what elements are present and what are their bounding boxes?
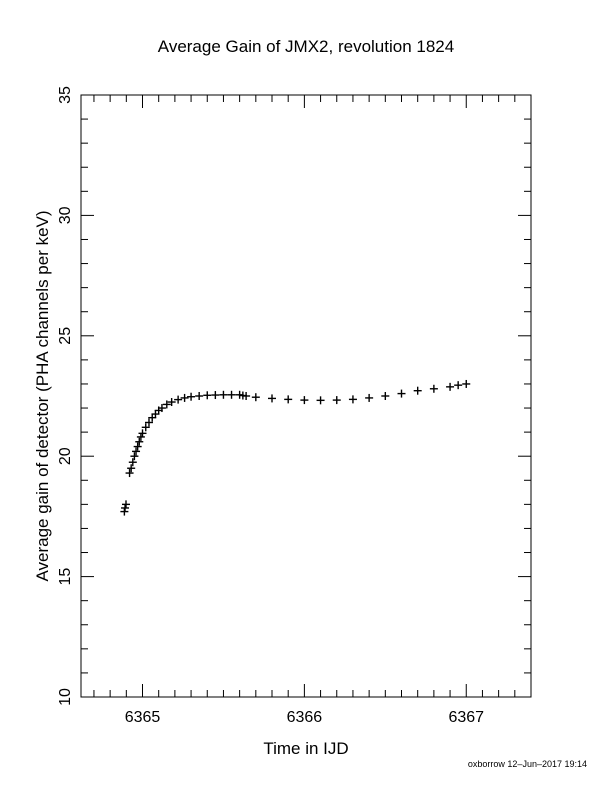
data-point xyxy=(348,395,357,404)
data-point xyxy=(122,500,130,509)
data-point xyxy=(174,395,183,404)
data-point xyxy=(127,464,136,473)
y-tick-label: 20 xyxy=(57,447,74,465)
data-point xyxy=(203,391,212,400)
data-point xyxy=(446,382,455,391)
data-point xyxy=(133,442,142,451)
data-point xyxy=(135,437,144,446)
chart-title: Average Gain of JMX2, revolution 1824 xyxy=(158,37,454,56)
y-tick-label: 25 xyxy=(57,327,74,345)
x-tick-label: 6365 xyxy=(125,709,161,726)
data-point xyxy=(180,393,189,402)
x-tick-label: 6366 xyxy=(287,709,323,726)
data-point xyxy=(381,392,390,400)
data-point xyxy=(429,384,438,393)
y-axis-label: Average gain of detector (PHA channels p… xyxy=(33,210,52,581)
data-point xyxy=(219,390,228,399)
data-point xyxy=(125,469,134,478)
data-point xyxy=(130,452,139,461)
data-point xyxy=(162,400,171,409)
data-point xyxy=(195,392,204,400)
data-point xyxy=(413,386,422,395)
data-point xyxy=(397,389,406,398)
tick-labels: 6365 6366 6367 10 15 20 25 30 35 xyxy=(57,86,484,726)
data-point xyxy=(128,458,137,467)
data-point xyxy=(300,396,309,405)
x-tick-label: 6367 xyxy=(448,709,484,726)
y-tick-label: 15 xyxy=(57,568,74,586)
data-points xyxy=(120,379,471,516)
axis-ticks xyxy=(81,94,532,698)
data-point xyxy=(365,393,374,402)
y-tick-label: 35 xyxy=(57,86,74,104)
data-point xyxy=(454,381,463,390)
x-axis-label: Time in IJD xyxy=(263,739,348,758)
data-point xyxy=(157,404,166,413)
data-point xyxy=(251,393,260,402)
data-point xyxy=(462,379,471,388)
data-point xyxy=(144,418,153,427)
data-point xyxy=(268,394,277,403)
data-point xyxy=(121,503,130,512)
data-point xyxy=(167,398,176,407)
data-point xyxy=(138,429,147,438)
data-point xyxy=(211,391,220,400)
y-tick-label: 30 xyxy=(57,206,74,224)
data-point xyxy=(187,392,196,401)
data-point xyxy=(284,395,293,404)
data-point xyxy=(227,390,236,399)
data-point xyxy=(132,447,141,456)
footer-text: oxborrow 12–Jun–2017 19:14 xyxy=(468,759,587,769)
data-point xyxy=(316,396,325,405)
data-point xyxy=(141,423,150,432)
plot-frame xyxy=(80,94,532,698)
data-point xyxy=(242,392,251,400)
data-point xyxy=(136,432,145,441)
data-point xyxy=(332,396,341,405)
y-tick-label: 10 xyxy=(57,688,74,706)
